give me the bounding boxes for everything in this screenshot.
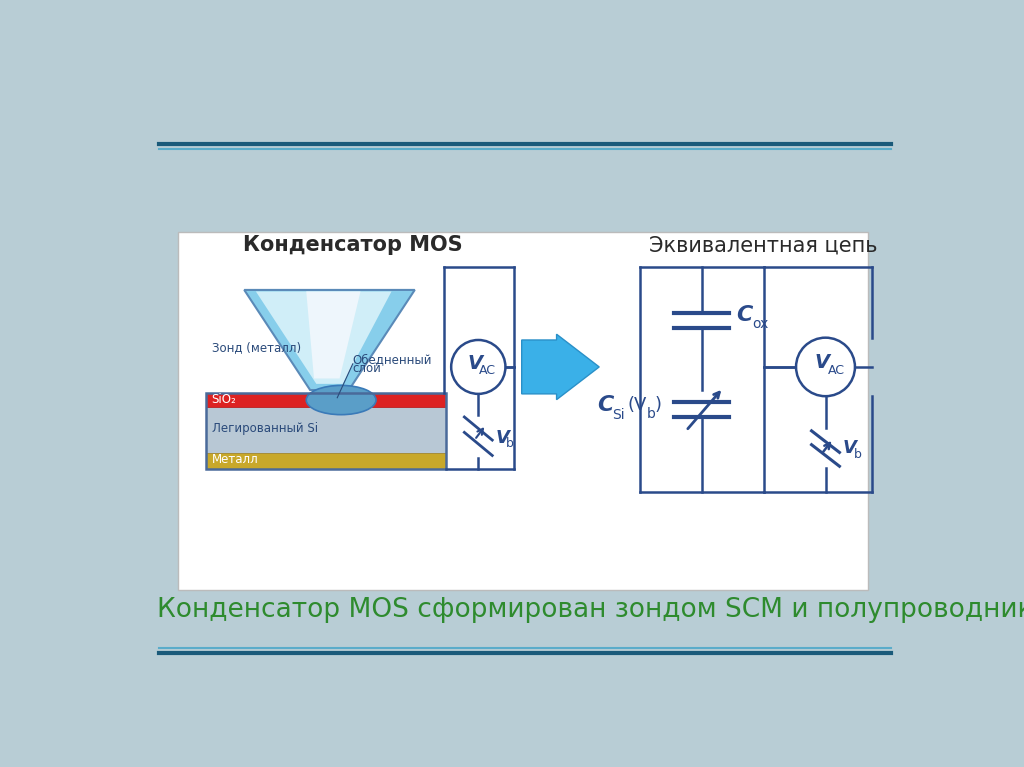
Text: Конденсатор MOS сформирован зондом SCM и полупроводниковым образцом: Конденсатор MOS сформирован зондом SCM и… <box>158 596 1024 623</box>
Text: AC: AC <box>479 364 496 377</box>
Text: V: V <box>468 354 482 373</box>
Text: слой: слой <box>352 362 382 375</box>
Text: C: C <box>736 304 753 324</box>
Text: Зонд (металл): Зонд (металл) <box>212 341 301 354</box>
Bar <box>206 407 445 453</box>
Text: ox: ox <box>752 317 768 331</box>
Text: Si: Si <box>612 408 625 422</box>
Bar <box>523 340 548 394</box>
Polygon shape <box>306 291 360 378</box>
Text: ): ) <box>655 397 662 414</box>
Text: (V: (V <box>627 397 646 414</box>
Text: V: V <box>815 353 830 372</box>
Text: C: C <box>597 396 613 416</box>
Text: Металл: Металл <box>212 453 258 466</box>
Text: b: b <box>506 437 514 450</box>
Ellipse shape <box>306 385 376 415</box>
Bar <box>178 232 868 591</box>
Bar <box>206 393 445 469</box>
Text: b: b <box>854 448 862 461</box>
Bar <box>206 393 445 407</box>
Text: SiO₂: SiO₂ <box>212 393 237 406</box>
FancyArrow shape <box>521 334 599 400</box>
Text: b: b <box>647 407 656 421</box>
Circle shape <box>452 340 506 394</box>
Polygon shape <box>256 291 391 384</box>
Text: Легированный Si: Легированный Si <box>212 422 317 435</box>
Circle shape <box>796 337 855 397</box>
Text: V: V <box>496 429 509 446</box>
Text: AC: AC <box>827 364 845 377</box>
Polygon shape <box>245 290 415 390</box>
Bar <box>206 453 445 469</box>
Text: Эквивалентная цепь: Эквивалентная цепь <box>649 235 878 255</box>
Text: V: V <box>843 439 856 457</box>
Text: Конденсатор MOS: Конденсатор MOS <box>243 235 463 255</box>
Text: Обедненный: Обедненный <box>352 353 432 366</box>
